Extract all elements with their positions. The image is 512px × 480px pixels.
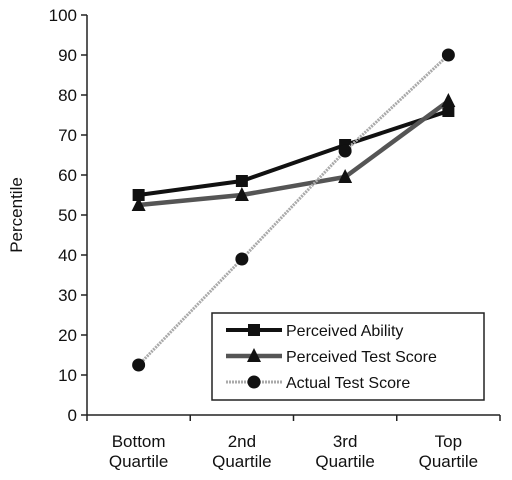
data-point <box>442 105 455 117</box>
data-point <box>338 169 353 183</box>
legend-item: Perceived Test Score <box>226 348 437 366</box>
series-circle <box>132 48 455 372</box>
y-tick-label: 20 <box>58 326 77 345</box>
legend-item: Perceived Ability <box>226 323 403 340</box>
x-tick-label: Bottom Quartile <box>109 432 169 471</box>
y-axis-title: Percentile <box>7 177 26 253</box>
legend-item: Actual Test Score <box>226 375 410 392</box>
data-point <box>234 187 249 201</box>
y-tick-label: 90 <box>58 46 77 65</box>
legend-label: Perceived Ability <box>286 323 403 340</box>
y-tick-label: 80 <box>58 86 77 105</box>
x-tick-label: Top Quartile <box>419 432 479 471</box>
y-tick-label: 60 <box>58 166 77 185</box>
data-point <box>132 189 145 201</box>
y-tick-label: 30 <box>58 286 77 305</box>
data-point <box>235 252 249 266</box>
series-group <box>131 48 456 372</box>
legend-marker <box>247 348 261 362</box>
legend-marker <box>247 375 261 389</box>
series-triangle <box>131 93 456 211</box>
series-line <box>137 53 450 367</box>
data-point <box>338 144 352 158</box>
y-tick-label: 40 <box>58 246 77 265</box>
legend-label: Actual Test Score <box>286 375 410 392</box>
series-line <box>138 99 450 208</box>
series-line <box>138 109 450 197</box>
y-tick-label: 0 <box>68 406 77 425</box>
y-tick-label: 10 <box>58 366 77 385</box>
data-point <box>235 175 248 187</box>
data-point <box>441 48 455 62</box>
y-tick-label: 50 <box>58 206 77 225</box>
legend-marker <box>248 324 260 336</box>
data-point <box>441 93 456 107</box>
y-tick-label: 100 <box>49 6 77 25</box>
y-tick-label: 70 <box>58 126 77 145</box>
data-point <box>131 197 146 211</box>
data-point <box>132 358 146 372</box>
x-tick-label: 3rd Quartile <box>315 432 375 471</box>
legend: Perceived Ability Perceived Test Score Act… <box>211 312 485 401</box>
tick-labels: 0 10 20 30 40 50 60 70 80 90 100 Bottom Quartile 2nd Q… <box>49 6 479 471</box>
legend-label: Perceived Test Score <box>286 349 437 366</box>
axes <box>81 14 501 421</box>
x-tick-label: 2nd Quartile <box>212 432 272 471</box>
